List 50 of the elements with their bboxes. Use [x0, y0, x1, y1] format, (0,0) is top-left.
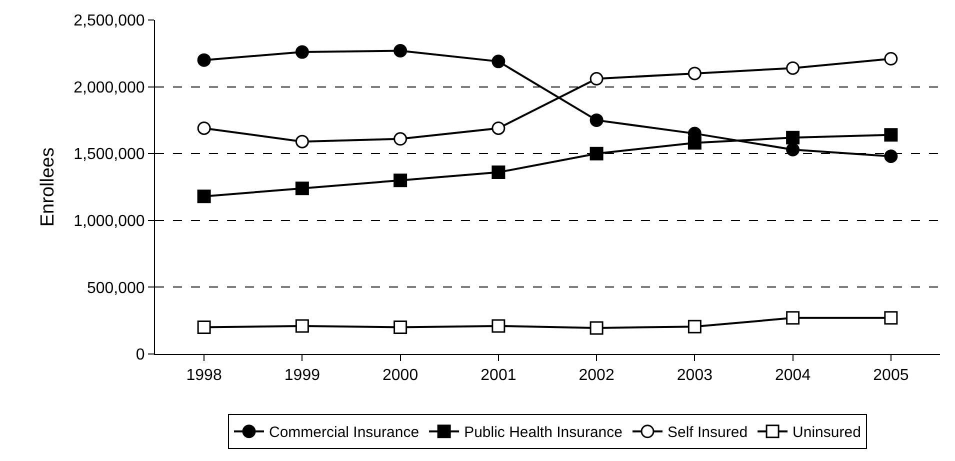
legend-label: Self Insured: [668, 424, 748, 442]
point: [884, 128, 898, 142]
point: [688, 136, 702, 150]
legend-label: Public Health Insurance: [464, 424, 622, 442]
point: [590, 146, 604, 160]
y-tick-label: 1,500,000: [74, 146, 145, 164]
y-axis-title: Enrollees: [37, 147, 58, 227]
point: [590, 72, 604, 86]
x-tick-label: 2001: [480, 367, 516, 384]
point: [884, 150, 898, 164]
y-tick-label: 500,000: [86, 280, 145, 297]
point: [786, 61, 800, 75]
point: [394, 132, 408, 146]
point: [688, 66, 702, 80]
x-tick-label: 2000: [382, 367, 418, 384]
point: [197, 320, 211, 334]
point: [295, 134, 309, 148]
y-tick-label: 2,500,000: [74, 12, 145, 30]
point: [295, 45, 309, 59]
point: [786, 142, 800, 156]
point: [688, 320, 702, 334]
x-tick-label: 1999: [284, 367, 320, 384]
point: [884, 311, 898, 325]
point: [786, 130, 800, 144]
point: [394, 174, 408, 188]
point: [197, 190, 211, 204]
legend-label: Uninsured: [792, 424, 861, 442]
y-tick-label: 2,000,000: [74, 79, 145, 96]
point: [492, 166, 506, 180]
point: [590, 321, 604, 335]
point: [295, 319, 309, 333]
point: [394, 44, 408, 58]
y-tick-label: 1,000,000: [74, 213, 145, 230]
point: [884, 52, 898, 66]
x-tick-label: 2005: [873, 367, 909, 384]
point: [492, 121, 506, 135]
point: [197, 53, 211, 67]
legend-label: Commercial Insurance: [269, 424, 420, 442]
point: [394, 320, 408, 334]
x-tick-label: 2003: [676, 367, 713, 384]
y-tick-label: 0: [136, 346, 145, 364]
x-tick-label: 2004: [775, 367, 811, 384]
point: [492, 319, 506, 333]
x-tick-label: 1998: [186, 367, 222, 384]
point: [492, 54, 506, 68]
x-tick-label: 2002: [578, 367, 614, 384]
point: [590, 113, 604, 127]
point: [197, 121, 211, 135]
point: [786, 311, 800, 325]
point: [295, 182, 309, 196]
